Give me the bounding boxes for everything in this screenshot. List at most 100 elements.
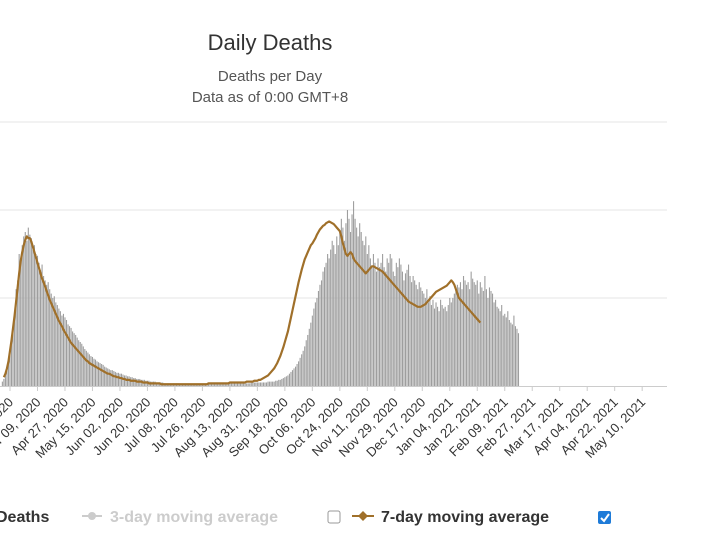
deaths-bar [78, 340, 80, 386]
deaths-bar [67, 324, 69, 386]
deaths-bar [345, 223, 347, 386]
deaths-bar [411, 282, 413, 386]
deaths-bar [336, 236, 338, 386]
deaths-bar [81, 343, 83, 386]
deaths-bar [293, 368, 295, 386]
deaths-bar [391, 258, 393, 386]
deaths-bar [412, 276, 414, 386]
deaths-bar [427, 302, 429, 386]
deaths-bar [404, 273, 407, 386]
deaths-bar [447, 305, 449, 386]
deaths-bar [20, 258, 22, 386]
deaths-bar [417, 289, 419, 386]
deaths-bar [26, 240, 28, 386]
deaths-bar [343, 240, 345, 386]
legend-ma3-marker-icon [88, 512, 96, 520]
deaths-bar [281, 378, 283, 386]
deaths-bar [128, 376, 130, 386]
legend-ma7-label[interactable]: 7-day moving average [381, 509, 549, 526]
deaths-bar [296, 364, 298, 386]
deaths-bar [27, 227, 29, 386]
deaths-bar [331, 240, 333, 386]
deaths-bar [360, 232, 362, 386]
deaths-bar [469, 289, 471, 386]
deaths-bar [389, 254, 391, 386]
deaths-bar [337, 245, 339, 386]
deaths-bar [490, 290, 492, 386]
deaths-bar [334, 254, 336, 386]
deaths-bar [452, 298, 454, 386]
deaths-bar [256, 382, 258, 386]
deaths-bar [269, 381, 271, 386]
legend-ma3-label[interactable]: 3-day moving average [110, 509, 278, 526]
deaths-bar [209, 384, 211, 386]
deaths-bar [472, 278, 474, 386]
ma7-checkbox[interactable] [598, 511, 611, 524]
deaths-bar [517, 333, 520, 386]
deaths-bar [232, 383, 234, 386]
deaths-bar [482, 290, 484, 386]
deaths-bar [214, 384, 216, 386]
deaths-bar [111, 370, 113, 386]
deaths-bar [288, 373, 290, 386]
deaths-bar [441, 305, 443, 386]
deaths-bar [433, 308, 436, 386]
deaths-bar [227, 383, 229, 386]
deaths-bar [371, 267, 373, 386]
deaths-bar [383, 267, 385, 386]
deaths-bar [233, 383, 236, 386]
deaths-bar [449, 298, 451, 386]
deaths-bar [14, 311, 16, 386]
deaths-bar [36, 255, 39, 386]
deaths-bar [33, 245, 35, 386]
deaths-bar [47, 282, 49, 386]
ma3-checkbox[interactable] [327, 510, 341, 524]
deaths-bar [76, 337, 78, 386]
deaths-bar [24, 232, 26, 386]
deaths-bar [304, 346, 306, 386]
deaths-bar [461, 289, 463, 386]
deaths-bar [107, 368, 109, 386]
deaths-bar [253, 382, 255, 386]
deaths-bar [510, 322, 512, 386]
deaths-bar [39, 269, 42, 386]
deaths-bar [207, 384, 210, 386]
deaths-bar [495, 299, 497, 386]
chart-title: Daily Deaths [208, 30, 333, 55]
deaths-bar [408, 264, 410, 386]
deaths-bar [392, 271, 394, 386]
deaths-bar [23, 236, 25, 386]
legend-deaths-label[interactable]: Deaths [0, 509, 49, 526]
deaths-bar [317, 290, 319, 386]
deaths-bar [424, 298, 426, 386]
deaths-bar [330, 249, 332, 386]
deaths-bar [415, 284, 417, 386]
deaths-bar [298, 361, 300, 386]
deaths-bar [475, 284, 477, 386]
deaths-bar [247, 383, 249, 386]
deaths-bar [493, 302, 495, 386]
deaths-bar [508, 320, 510, 386]
deaths-bar [374, 262, 376, 386]
deaths-bar [133, 378, 135, 386]
chart-subtitle-line-2: Data as of 0:00 GMT+8 [192, 89, 348, 106]
deaths-bar [21, 245, 23, 386]
deaths-bar [354, 218, 356, 386]
deaths-bar [430, 305, 432, 386]
deaths-bar [409, 276, 411, 386]
deaths-bar [93, 358, 95, 386]
deaths-bar [127, 376, 129, 386]
deaths-bar [470, 271, 472, 386]
deaths-bar [327, 254, 329, 386]
deaths-bar [275, 380, 277, 386]
deaths-bar [378, 267, 381, 386]
legend-ma7-marker-icon [358, 511, 368, 521]
deaths-bar [70, 327, 72, 386]
deaths-bar [102, 364, 104, 386]
deaths-bar [501, 305, 503, 386]
deaths-bar [84, 349, 86, 386]
deaths-bar [513, 315, 515, 386]
deaths-bar [440, 299, 442, 386]
deaths-bar [487, 298, 489, 386]
